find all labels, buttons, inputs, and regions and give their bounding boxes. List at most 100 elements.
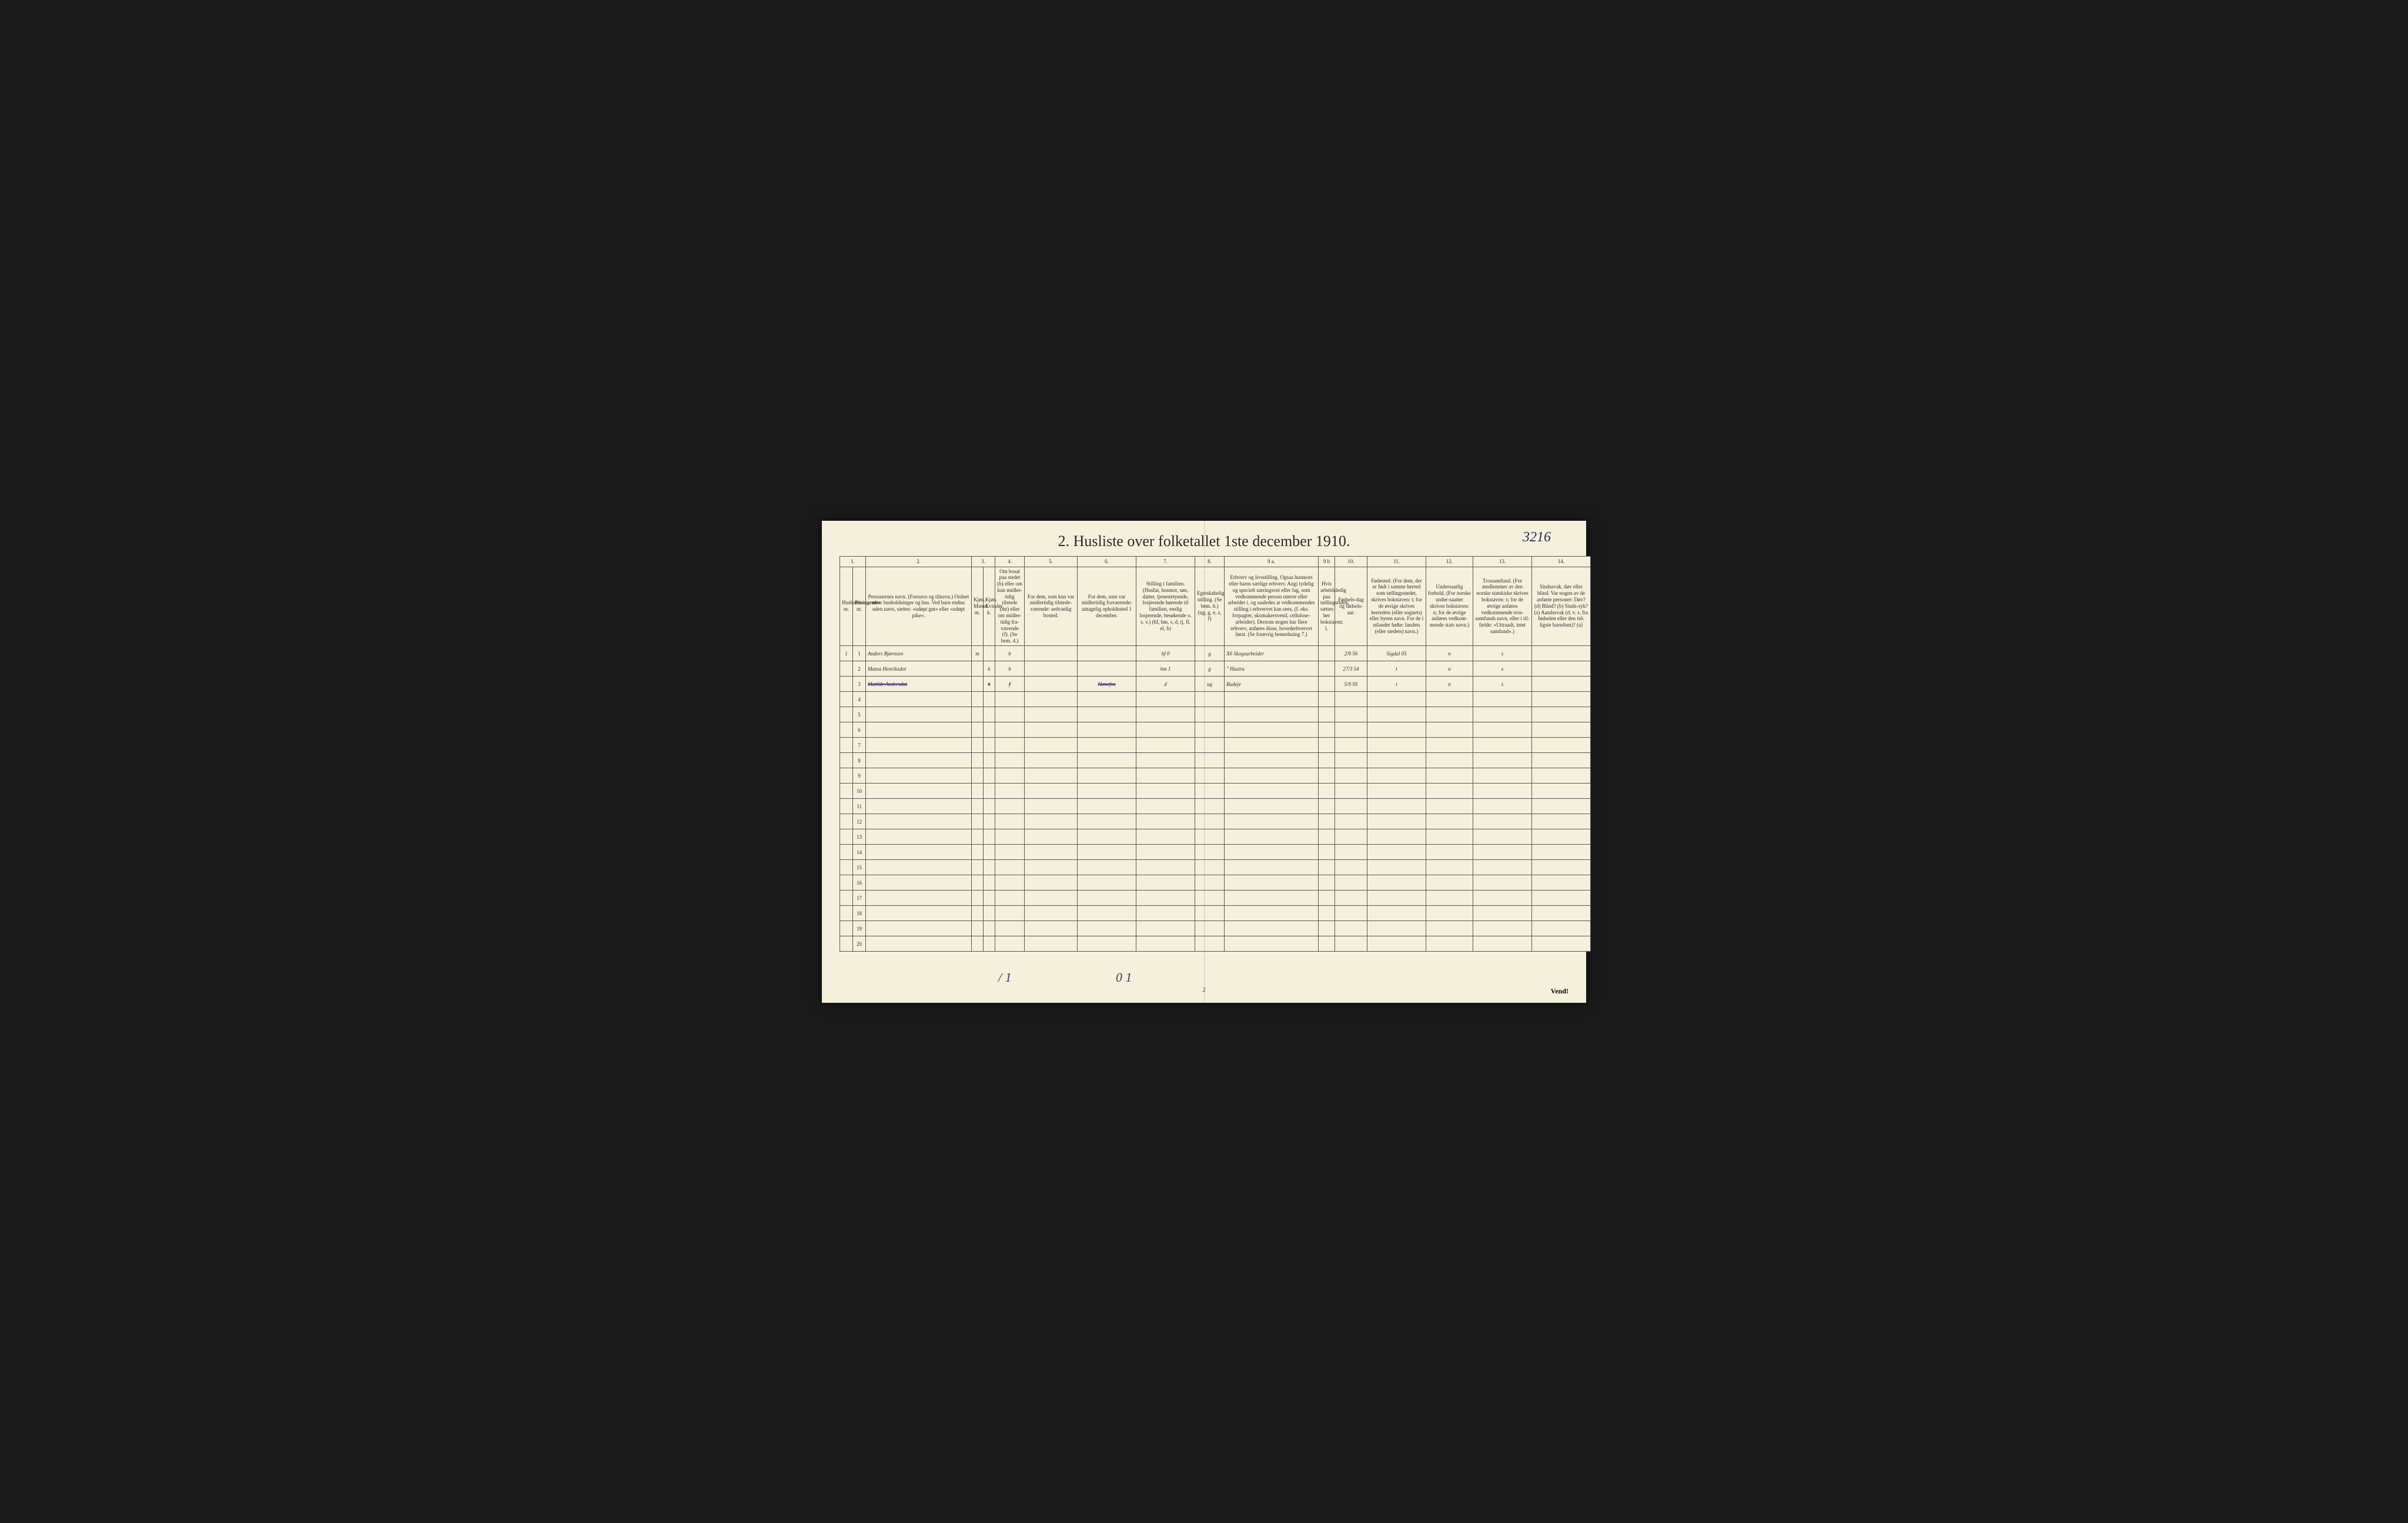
- cell-blank: [840, 906, 853, 921]
- cell-blank: [1078, 722, 1136, 738]
- cell-blank: [1319, 906, 1335, 921]
- cell-blank: [866, 891, 972, 906]
- cell-blank: [1078, 784, 1136, 799]
- cell-blank: [1136, 845, 1195, 860]
- cell-blank: [1367, 906, 1426, 921]
- cell-k: [984, 646, 995, 661]
- cell-blank: [1335, 768, 1367, 784]
- col-number: 11.: [1367, 556, 1426, 567]
- cell-blank: 11: [853, 799, 866, 814]
- cell-sind: [1532, 646, 1591, 661]
- cell-under: n: [1426, 677, 1473, 692]
- cell-blank: [984, 891, 995, 906]
- cell-blank: [1426, 707, 1473, 722]
- page-title: 2. Husliste over folketallet 1ste decemb…: [1058, 533, 1350, 550]
- col-header: For dem, som kun var midlertidig tilsted…: [1025, 567, 1078, 646]
- cell-blank: [1426, 692, 1473, 707]
- cell-blank: [1025, 921, 1078, 936]
- cell-blank: [1136, 799, 1195, 814]
- cell-blank: [1078, 692, 1136, 707]
- cell-blank: 17: [853, 891, 866, 906]
- cell-egte: g: [1195, 661, 1225, 677]
- table-row-blank: 4: [840, 692, 1591, 707]
- cell-blank: [984, 906, 995, 921]
- cell-blank: [1195, 722, 1225, 738]
- cell-blank: [1078, 845, 1136, 860]
- cell-blank: [984, 829, 995, 845]
- table-row-blank: 13: [840, 829, 1591, 845]
- cell-blank: [1426, 768, 1473, 784]
- cell-blank: [1319, 814, 1335, 829]
- cell-blank: [1335, 692, 1367, 707]
- cell-c5: [1025, 677, 1078, 692]
- column-header-row: Husholdningens nr.Personernes nr.Persone…: [840, 567, 1591, 646]
- cell-fodsel: 2/9 56: [1335, 646, 1367, 661]
- cell-blank: [1025, 768, 1078, 784]
- cell-blank: [1473, 814, 1532, 829]
- cell-blank: [1319, 722, 1335, 738]
- col-header: Hvis arbeidsledig paa tællingstiden, sæt…: [1319, 567, 1335, 646]
- cell-blank: [1367, 829, 1426, 845]
- cell-fodsel: 5/9 95: [1335, 677, 1367, 692]
- table-row-blank: 5: [840, 707, 1591, 722]
- cell-sind: [1532, 661, 1591, 677]
- cell-blank: [866, 784, 972, 799]
- cell-blank: [1195, 753, 1225, 768]
- cell-blank: [1473, 784, 1532, 799]
- table-header: 1.2.3.4.5.6.7.8.9 a.9 b10.11.12.13.14. H…: [840, 556, 1591, 646]
- col-header: Kjøn. Mænd. m.: [972, 567, 984, 646]
- cell-hh: [840, 677, 853, 692]
- cell-blank: [1532, 784, 1591, 799]
- cell-blank: [1078, 738, 1136, 753]
- table-row-blank: 10: [840, 784, 1591, 799]
- cell-blank: 13: [853, 829, 866, 845]
- cell-blank: [995, 692, 1025, 707]
- cell-blank: [1319, 891, 1335, 906]
- cell-blank: [1078, 936, 1136, 952]
- cell-stilling: hm 1: [1136, 661, 1195, 677]
- cell-blank: [866, 692, 972, 707]
- cell-blank: [1367, 860, 1426, 875]
- cell-blank: [1078, 860, 1136, 875]
- cell-blank: [1195, 906, 1225, 921]
- cell-blank: [995, 768, 1025, 784]
- cell-blank: [1225, 860, 1319, 875]
- cell-c5: [1025, 661, 1078, 677]
- col-number: 9 b: [1319, 556, 1335, 567]
- cell-blank: [1195, 921, 1225, 936]
- cell-blank: [1335, 799, 1367, 814]
- table-row: 2Matea Henriksdotkbhm 1g" Hustru27/3 54t…: [840, 661, 1591, 677]
- cell-blank: [995, 936, 1025, 952]
- cell-blank: [984, 692, 995, 707]
- header: 2. Husliste over folketallet 1ste decemb…: [840, 533, 1568, 550]
- table-row-blank: 17: [840, 891, 1591, 906]
- cell-blank: [1473, 753, 1532, 768]
- col-header: Husholdningens nr.: [840, 567, 853, 646]
- cell-blank: [1195, 784, 1225, 799]
- cell-blank: [1319, 921, 1335, 936]
- cell-blank: [972, 814, 984, 829]
- cell-blank: [1335, 753, 1367, 768]
- cell-blank: [1195, 768, 1225, 784]
- cell-blank: [1473, 768, 1532, 784]
- cell-bosat: f: [995, 677, 1025, 692]
- cell-blank: [1136, 829, 1195, 845]
- cell-blank: [840, 738, 853, 753]
- cell-blank: [1225, 936, 1319, 952]
- cell-blank: [984, 784, 995, 799]
- col-number: 3.: [972, 556, 995, 567]
- cell-pn: 1: [853, 646, 866, 661]
- cell-c9b: [1319, 661, 1335, 677]
- cell-blank: [1335, 784, 1367, 799]
- cell-hh: 1: [840, 646, 853, 661]
- cell-c9b: [1319, 677, 1335, 692]
- col-number: 5.: [1025, 556, 1078, 567]
- table-row-blank: 16: [840, 875, 1591, 891]
- cell-blank: [840, 784, 853, 799]
- cell-blank: [1426, 845, 1473, 860]
- cell-blank: [1335, 891, 1367, 906]
- cell-blank: [840, 768, 853, 784]
- cell-blank: [995, 921, 1025, 936]
- cell-blank: [866, 906, 972, 921]
- cell-bosat: b: [995, 646, 1025, 661]
